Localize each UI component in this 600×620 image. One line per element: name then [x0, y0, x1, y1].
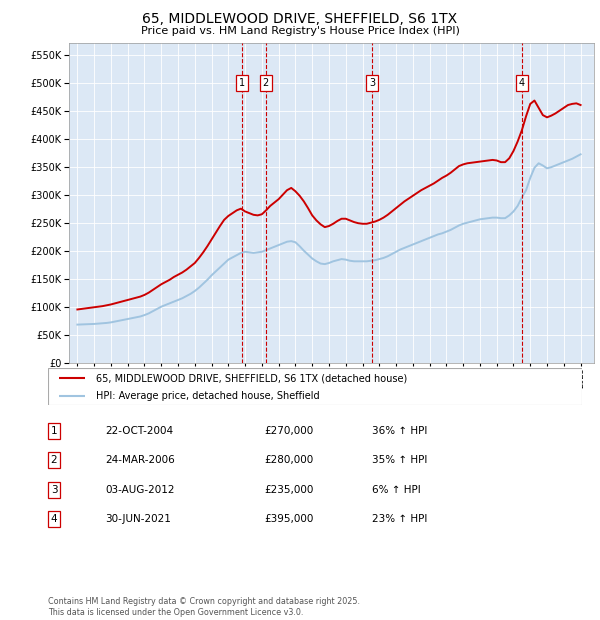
Text: 65, MIDDLEWOOD DRIVE, SHEFFIELD, S6 1TX: 65, MIDDLEWOOD DRIVE, SHEFFIELD, S6 1TX [142, 12, 458, 27]
Text: 2: 2 [50, 455, 58, 465]
Text: 2: 2 [263, 78, 269, 87]
Text: 1: 1 [50, 426, 58, 436]
Text: 24-MAR-2006: 24-MAR-2006 [105, 455, 175, 465]
Text: 23% ↑ HPI: 23% ↑ HPI [372, 514, 427, 524]
Text: 3: 3 [370, 78, 376, 87]
Text: 36% ↑ HPI: 36% ↑ HPI [372, 426, 427, 436]
Text: 30-JUN-2021: 30-JUN-2021 [105, 514, 171, 524]
Text: £270,000: £270,000 [264, 426, 313, 436]
Text: 35% ↑ HPI: 35% ↑ HPI [372, 455, 427, 465]
Text: £395,000: £395,000 [264, 514, 313, 524]
Text: 03-AUG-2012: 03-AUG-2012 [105, 485, 175, 495]
Text: 6% ↑ HPI: 6% ↑ HPI [372, 485, 421, 495]
Text: £235,000: £235,000 [264, 485, 313, 495]
Text: 3: 3 [50, 485, 58, 495]
Text: Price paid vs. HM Land Registry's House Price Index (HPI): Price paid vs. HM Land Registry's House … [140, 26, 460, 36]
Text: 22-OCT-2004: 22-OCT-2004 [105, 426, 173, 436]
Text: 4: 4 [519, 78, 525, 87]
Text: £280,000: £280,000 [264, 455, 313, 465]
Text: 65, MIDDLEWOOD DRIVE, SHEFFIELD, S6 1TX (detached house): 65, MIDDLEWOOD DRIVE, SHEFFIELD, S6 1TX … [96, 373, 407, 383]
Text: HPI: Average price, detached house, Sheffield: HPI: Average price, detached house, Shef… [96, 391, 320, 401]
Text: 4: 4 [50, 514, 58, 524]
Text: Contains HM Land Registry data © Crown copyright and database right 2025.
This d: Contains HM Land Registry data © Crown c… [48, 598, 360, 617]
Text: 1: 1 [239, 78, 245, 87]
